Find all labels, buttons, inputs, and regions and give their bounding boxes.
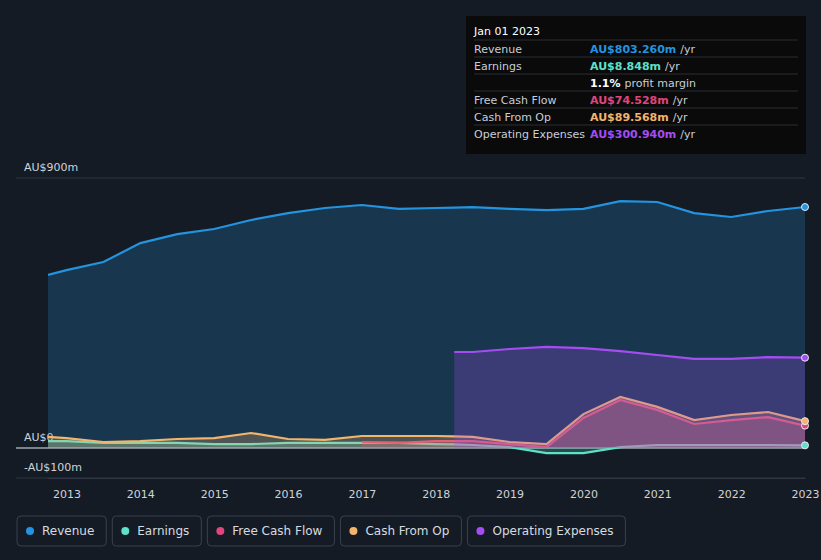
legend: Revenue Earnings Free Cash Flow Cash From O… — [17, 516, 625, 546]
tooltip-row: 1.1% profit margin — [590, 77, 696, 90]
x-tick: 2014 — [127, 478, 155, 501]
legend-swatch — [26, 527, 34, 535]
tooltip-row: AU$74.528m/yr — [590, 94, 688, 107]
legend-label: Earnings — [137, 524, 189, 538]
legend-item[interactable]: Operating Expenses — [467, 516, 625, 546]
x-tick: 2019 — [496, 478, 524, 501]
x-tick-label: 2015 — [201, 488, 229, 501]
x-tick-label: 2014 — [127, 488, 155, 501]
x-tick-label: 2020 — [570, 488, 598, 501]
tooltip-divider — [474, 91, 798, 92]
legend-item[interactable]: Free Cash Flow — [207, 516, 334, 546]
tooltip-value: AU$803.260m — [590, 43, 676, 56]
grid-line — [16, 478, 805, 479]
tooltip-divider — [474, 108, 798, 109]
x-tick-label: 2017 — [348, 488, 376, 501]
legend-box[interactable] — [467, 516, 625, 546]
x-tick-label: 2013 — [53, 488, 81, 501]
tooltip-label: Earnings — [474, 60, 522, 73]
tooltip-value: AU$89.568m — [590, 111, 669, 124]
legend-item[interactable]: Earnings — [112, 516, 201, 546]
tooltip-value: AU$8.848m — [590, 60, 661, 73]
x-tick: 2013 — [53, 478, 81, 501]
legend-box[interactable] — [17, 516, 106, 546]
y-tick-label: -AU$100m — [24, 461, 82, 474]
tooltip-unit: /yr — [680, 43, 695, 56]
end-point — [802, 354, 809, 361]
background — [0, 0, 821, 560]
y-axis: -AU$100mAU$0AU$900m — [16, 161, 805, 478]
legend-box[interactable] — [340, 516, 461, 546]
x-tick: 2016 — [275, 478, 303, 501]
legend-swatch — [349, 527, 357, 535]
x-tick: 2021 — [644, 478, 672, 501]
series-line — [454, 347, 805, 359]
chart: -AU$100mAU$0AU$900m201320142015201620172… — [0, 0, 821, 560]
tooltip-row: AU$300.940m/yr — [590, 128, 696, 141]
tooltip-divider — [474, 40, 798, 41]
end-point — [802, 418, 809, 425]
end-point — [802, 204, 809, 211]
tooltip-label: Revenue — [474, 43, 522, 56]
plot-area — [48, 201, 809, 453]
legend-box[interactable] — [112, 516, 201, 546]
legend-swatch — [216, 527, 224, 535]
legend-swatch — [476, 527, 484, 535]
x-tick: 2018 — [422, 478, 450, 501]
x-axis: 2013 2014 2015 2016 2017 2018 2019 2020 2021 2022… — [49, 478, 820, 501]
tooltip-label: Free Cash Flow — [474, 94, 557, 107]
x-tick: 2017 — [348, 478, 376, 501]
tooltip-unit: /yr — [673, 94, 688, 107]
x-tick: 2022 — [718, 478, 746, 501]
x-tick-label: 2016 — [275, 488, 303, 501]
x-tick: 2015 — [201, 478, 229, 501]
tooltip-value: AU$74.528m — [590, 94, 669, 107]
tooltip-title: Jan 01 2023 — [473, 25, 540, 38]
grid-line — [16, 178, 805, 179]
tooltip-divider — [474, 57, 798, 58]
legend-label: Revenue — [42, 524, 94, 538]
tooltip-row: AU$803.260m/yr — [590, 43, 696, 56]
tooltip-row: AU$8.848m/yr — [590, 60, 680, 73]
x-tick: 2020 — [570, 478, 598, 501]
legend-box[interactable] — [207, 516, 334, 546]
x-tick: 2023 — [792, 478, 820, 501]
tooltip-unit: /yr — [680, 128, 695, 141]
tooltip-label: Cash From Op — [474, 111, 551, 124]
legend-label: Free Cash Flow — [232, 524, 322, 538]
tooltip-divider — [474, 74, 798, 75]
x-tick-label: 2018 — [422, 488, 450, 501]
legend-label: Cash From Op — [365, 524, 449, 538]
x-tick-label: 2023 — [792, 488, 820, 501]
tooltip-box — [466, 16, 806, 154]
series-line — [48, 201, 805, 275]
tooltip-divider — [474, 125, 798, 126]
tooltip-label: Operating Expenses — [474, 128, 585, 141]
legend-swatch — [121, 527, 129, 535]
tooltip-unit: profit margin — [625, 77, 697, 90]
x-tick-label: 2022 — [718, 488, 746, 501]
tooltip-row: AU$89.568m/yr — [590, 111, 688, 124]
tooltip-value: 1.1% — [590, 77, 621, 90]
legend-label: Operating Expenses — [492, 524, 613, 538]
legend-item[interactable]: Cash From Op — [340, 516, 461, 546]
tooltip-unit: /yr — [665, 60, 680, 73]
tooltip: Jan 01 2023 Revenue AU$803.260m/yr Earnings… — [466, 16, 806, 154]
x-tick-label: 2019 — [496, 488, 524, 501]
tooltip-unit: /yr — [673, 111, 688, 124]
x-axis-line — [49, 478, 806, 479]
tooltip-value: AU$300.940m — [590, 128, 676, 141]
y-tick-label: AU$900m — [24, 161, 78, 174]
series-area — [48, 201, 805, 448]
end-point — [802, 442, 809, 449]
legend-item[interactable]: Revenue — [17, 516, 106, 546]
series-area — [454, 347, 805, 448]
x-tick-label: 2021 — [644, 488, 672, 501]
